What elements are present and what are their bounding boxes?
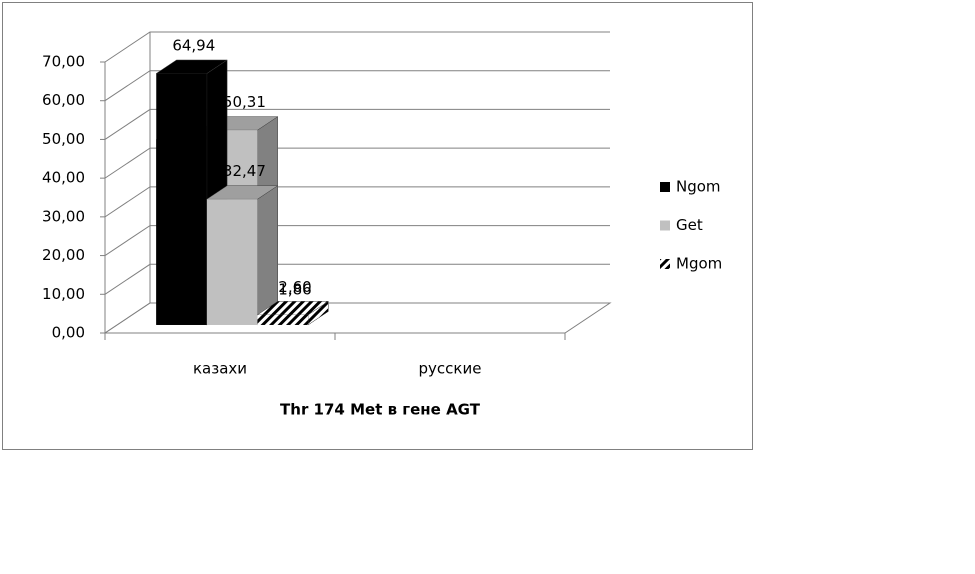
legend-marker	[660, 220, 670, 231]
grid-line	[104, 225, 610, 256]
legend-marker	[660, 182, 670, 192]
y-tick-label: 0,00	[52, 324, 85, 342]
grid-line	[104, 31, 610, 63]
bar	[206, 199, 258, 325]
legend-marker	[660, 259, 670, 269]
value-label: 1,86	[278, 281, 311, 299]
grid-line	[104, 147, 610, 179]
y-tick-label: 30,00	[42, 207, 85, 225]
legend-label: Mgom	[676, 255, 722, 273]
grid-line	[104, 70, 610, 102]
legend-label: Ngom	[676, 178, 721, 196]
grid-line	[104, 263, 610, 295]
legend-label: Get	[676, 216, 703, 234]
bar	[257, 314, 309, 325]
value-label: 32,47	[223, 162, 266, 180]
grid-line	[104, 108, 610, 140]
x-axis-title: Thr 174 Met в гене AGT	[280, 401, 481, 419]
value-label: 64,94	[172, 36, 215, 54]
value-label: 50,31	[223, 93, 266, 111]
grid-line	[104, 302, 610, 334]
y-tick-label: 60,00	[42, 91, 85, 109]
y-tick-label: 50,00	[42, 130, 85, 148]
value-label: 2,60	[278, 278, 311, 296]
x-tick-label: русские	[419, 360, 482, 378]
y-tick-label: 10,00	[42, 285, 85, 303]
y-tick-label: 40,00	[42, 169, 85, 187]
grid-line	[104, 186, 610, 218]
bar	[156, 73, 207, 325]
x-tick-label: казахи	[193, 360, 247, 378]
y-tick-label: 20,00	[42, 246, 85, 264]
y-tick-label: 70,00	[42, 53, 85, 71]
